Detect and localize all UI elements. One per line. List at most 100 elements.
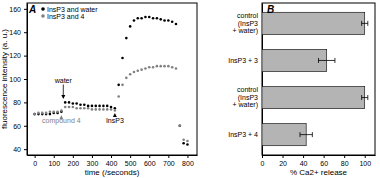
data-point: [94, 108, 97, 111]
data-point: [152, 17, 155, 20]
tick: 0: [33, 155, 37, 167]
tick-mark: [187, 155, 188, 158]
axis-line: [28, 155, 198, 156]
bar: [262, 123, 306, 145]
error-bar-cap: [367, 21, 368, 26]
tick: 600: [144, 155, 156, 167]
tick: 40: [300, 155, 308, 167]
error-bar-cap: [367, 95, 368, 100]
series: [33, 16, 188, 146]
data-point: [87, 107, 90, 110]
tick-mark: [24, 126, 27, 127]
data-point: [159, 18, 162, 21]
data-point: [179, 124, 182, 127]
tick-mark: [35, 155, 36, 158]
legend: InsP3 and waterInsP3 and 4: [41, 6, 98, 20]
tick-label: 500: [125, 160, 137, 167]
tick: 100: [9, 76, 27, 83]
data-point: [94, 105, 97, 108]
tick-label: 60: [320, 160, 328, 167]
data-point: [114, 107, 117, 110]
data-point: [144, 67, 147, 70]
axis: 020406080100: [261, 155, 376, 167]
data-point: [136, 70, 139, 73]
data-point: [37, 112, 40, 115]
figure: 0100200300400500600700800406080100120140…: [0, 0, 380, 178]
annotation: compound 4: [42, 117, 81, 125]
annotation-arrowhead: [113, 113, 117, 117]
data-point: [136, 17, 139, 20]
data-point: [121, 84, 124, 87]
error-bar-line: [319, 60, 335, 61]
tick-label: 100: [48, 160, 60, 167]
axis: 406080100120140160: [9, 4, 27, 156]
tick-mark: [283, 155, 284, 158]
legend-label: InsP3 and water: [47, 6, 98, 13]
tick-mark: [24, 102, 27, 103]
error-bar: [362, 95, 368, 100]
tick: 80: [341, 155, 349, 167]
tick: 300: [87, 155, 99, 167]
tick: control(InsP3+ water): [233, 86, 262, 109]
tick-mark: [54, 155, 55, 158]
error-bar-cap: [334, 58, 335, 63]
data-point: [129, 25, 132, 28]
bar: [262, 86, 365, 108]
axis: control(InsP3+ water)InsP3 + 3control(In…: [228, 4, 262, 156]
panel-label: B: [267, 4, 274, 15]
data-point: [49, 113, 52, 116]
error-bar: [362, 21, 368, 26]
tick: control(InsP3+ water): [233, 12, 262, 35]
tick-label: control(InsP3+ water): [233, 86, 259, 109]
tick-label: control(InsP3+ water): [233, 12, 259, 35]
tick-label: 100: [359, 160, 371, 167]
axis-line: [27, 4, 28, 156]
data-point: [175, 67, 178, 70]
tick-label: 40: [300, 160, 308, 167]
data-point: [56, 110, 59, 113]
tick-label: 140: [9, 29, 21, 36]
annotation-arrow: [63, 85, 64, 96]
data-point: [121, 57, 124, 60]
error-bar-cap: [361, 95, 362, 100]
data-point: [64, 106, 67, 109]
data-point: [98, 108, 101, 111]
tick-label: 60: [13, 123, 21, 130]
data-point: [148, 16, 151, 19]
data-point: [79, 107, 82, 110]
error-bar: [319, 58, 335, 63]
error-bar-line: [362, 97, 368, 98]
tick: 60: [13, 123, 27, 130]
error-bar-cap: [318, 58, 319, 63]
data-point: [182, 142, 185, 145]
tick-label: 800: [182, 160, 194, 167]
data-point: [117, 84, 120, 87]
tick-mark: [24, 56, 27, 57]
tick-mark: [24, 32, 27, 33]
tick-label-line: control: [237, 86, 258, 93]
data-point: [68, 106, 71, 109]
data-point: [148, 66, 151, 69]
tick-mark: [111, 155, 112, 158]
plot-area: [33, 16, 188, 146]
data-point: [79, 103, 82, 106]
data-point: [91, 105, 94, 108]
tick-mark: [149, 155, 150, 158]
data-point: [33, 113, 36, 116]
data-point: [83, 107, 86, 110]
data-point: [163, 19, 166, 22]
plot-area: [262, 12, 368, 145]
tick-label: 400: [106, 160, 118, 167]
error-bar: [300, 132, 312, 137]
data-point: [171, 66, 174, 69]
tick: 60: [320, 155, 328, 167]
tick-label-line: + water): [233, 27, 258, 35]
data-point: [98, 105, 101, 108]
tick-label-line: control: [237, 12, 258, 19]
data-point: [182, 139, 185, 142]
data-point: [152, 66, 155, 69]
tick: 100: [48, 155, 60, 167]
tick: 120: [9, 52, 27, 59]
data-point: [144, 16, 147, 19]
tick-mark: [344, 155, 345, 158]
